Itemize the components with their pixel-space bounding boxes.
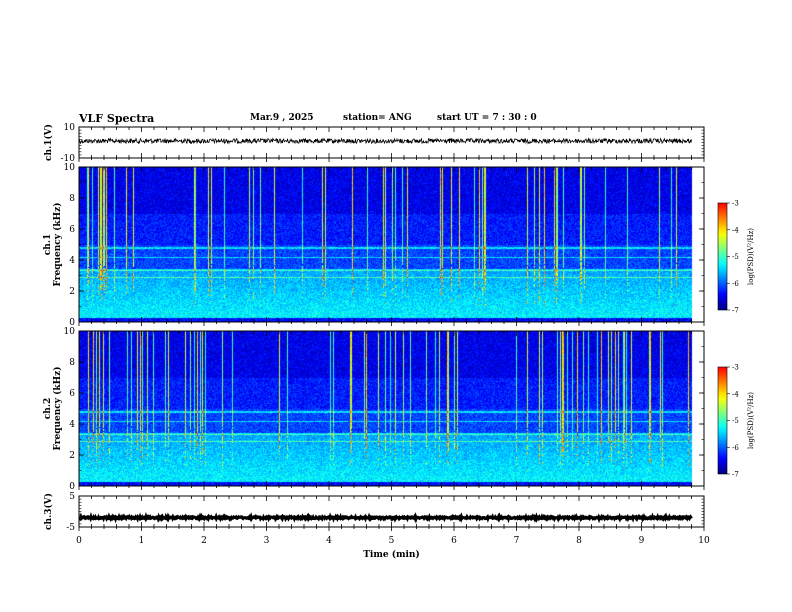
- colorbar-tick-label: -7: [732, 471, 739, 479]
- ch1-waveform-panel: 10 -10 ch.1(V): [43, 123, 705, 164]
- y-tick-label: 4: [69, 420, 75, 430]
- y-axis-label: Frequency (kHz): [52, 366, 63, 450]
- x-tick-label: 9: [639, 536, 645, 546]
- colorbar-tick-label: -3: [732, 200, 739, 208]
- colorbar-tick-label: -5: [732, 253, 739, 261]
- figure-title: VLF Spectra: [79, 112, 155, 125]
- x-tick-label: 3: [264, 536, 270, 546]
- colorbar-tick-label: -7: [732, 307, 739, 315]
- colorbar-tick-label: -5: [732, 417, 739, 425]
- y-axis-label: Frequency (kHz): [52, 202, 63, 286]
- y-tick-label: 8: [69, 194, 75, 204]
- y-tick-label: 0: [69, 482, 75, 492]
- y-axis-label: ch.3(V): [43, 493, 54, 530]
- colorbar-tick-label: -4: [732, 390, 739, 398]
- waveform-trace: [78, 511, 693, 524]
- x-axis-label: Time (min): [363, 549, 420, 560]
- y-tick-label: 2: [69, 287, 75, 297]
- y-tick-label: -10: [61, 154, 76, 164]
- x-tick-label: 8: [576, 536, 582, 546]
- plot-area: [79, 496, 704, 527]
- y-axis-label: ch.2: [43, 398, 53, 419]
- waveform-trace: [78, 137, 692, 145]
- y-tick-label: 4: [69, 256, 75, 266]
- spectrogram-image: [79, 331, 704, 486]
- colorbar-tick-label: -6: [732, 280, 739, 288]
- x-tick-label: 6: [451, 536, 457, 546]
- spectrogram-image: [79, 167, 704, 322]
- y-axis-label: ch.1: [43, 234, 53, 255]
- date-label: Mar.9 , 2025: [250, 113, 314, 123]
- colorbar: [717, 202, 728, 311]
- y-tick-label: 10: [64, 123, 76, 133]
- colorbar-tick-label: -4: [732, 226, 739, 234]
- y-tick-label: 6: [69, 225, 75, 235]
- y-tick-label: 8: [69, 358, 75, 368]
- x-tick-label: 10: [698, 536, 710, 546]
- y-tick-label: 2: [69, 451, 75, 461]
- x-tick-label: 0: [76, 536, 82, 546]
- ch3-waveform-panel: 5 -5 ch.3(V) 0 1 2 3 4 5 6 7 8 9 10 Time (min): [43, 492, 710, 560]
- y-tick-label: 6: [69, 389, 75, 399]
- ch1-spectrogram-panel: 0 2 4 6 8 10 ch.1 Frequency (kHz) -3 -4 -5 -6 -7 log(…: [43, 163, 755, 328]
- x-tick-label: 4: [326, 536, 332, 546]
- x-tick-label: 1: [139, 536, 145, 546]
- y-tick-label: 5: [69, 492, 75, 502]
- ch2-spectrogram-panel: 0 2 4 6 8 10 ch.2 Frequency (kHz) -3 -4 -5 -6 -7 log(…: [43, 327, 755, 492]
- colorbar-tick-label: -6: [732, 444, 739, 452]
- station-label: station= ANG: [343, 113, 412, 123]
- start-ut-label: start UT = 7 : 30 : 0: [437, 113, 537, 123]
- y-axis-label: ch.1(V): [43, 124, 54, 161]
- x-tick-label: 2: [201, 536, 207, 546]
- y-tick-label: -5: [66, 523, 75, 533]
- y-tick-label: 0: [69, 318, 75, 328]
- colorbar-label: log(PSD)(V²/Hz): [747, 392, 755, 449]
- y-tick-label: 10: [64, 163, 76, 173]
- colorbar-label: log(PSD)(V²/Hz): [747, 228, 755, 285]
- x-tick-label: 7: [514, 536, 520, 546]
- x-tick-label: 5: [389, 536, 395, 546]
- colorbar: [717, 366, 728, 475]
- y-tick-label: 10: [64, 327, 76, 337]
- colorbar-tick-label: -3: [732, 364, 739, 372]
